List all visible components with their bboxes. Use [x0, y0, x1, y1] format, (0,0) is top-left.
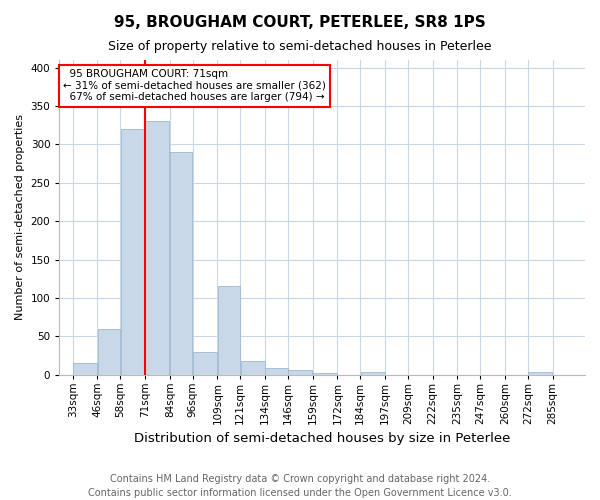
- Text: Size of property relative to semi-detached houses in Peterlee: Size of property relative to semi-detach…: [108, 40, 492, 53]
- Bar: [73, 363, 97, 374]
- Bar: [265, 368, 287, 374]
- Bar: [241, 361, 265, 374]
- Text: Contains HM Land Registry data © Crown copyright and database right 2024.
Contai: Contains HM Land Registry data © Crown c…: [88, 474, 512, 498]
- Bar: [528, 372, 552, 374]
- Bar: [121, 129, 145, 374]
- X-axis label: Distribution of semi-detached houses by size in Peterlee: Distribution of semi-detached houses by …: [134, 432, 511, 445]
- Bar: [361, 372, 385, 374]
- Y-axis label: Number of semi-detached properties: Number of semi-detached properties: [15, 114, 25, 320]
- Bar: [218, 286, 240, 374]
- Bar: [313, 373, 337, 374]
- Text: 95 BROUGHAM COURT: 71sqm
← 31% of semi-detached houses are smaller (362)
  67% o: 95 BROUGHAM COURT: 71sqm ← 31% of semi-d…: [63, 69, 326, 102]
- Bar: [288, 370, 312, 374]
- Bar: [98, 328, 120, 374]
- Bar: [170, 152, 193, 374]
- Bar: [193, 352, 217, 374]
- Text: 95, BROUGHAM COURT, PETERLEE, SR8 1PS: 95, BROUGHAM COURT, PETERLEE, SR8 1PS: [114, 15, 486, 30]
- Bar: [145, 122, 169, 374]
